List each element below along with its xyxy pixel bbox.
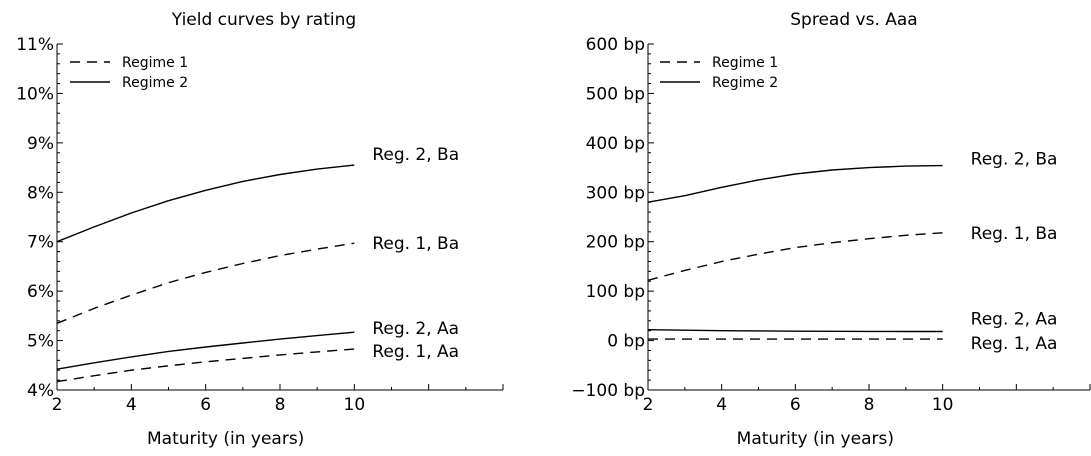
series-end-label: Reg. 1, Ba xyxy=(372,234,459,254)
x-tick-label: 10 xyxy=(932,395,954,415)
y-tick-label: 8% xyxy=(27,183,54,203)
x-axis-label: Maturity (in years) xyxy=(147,429,304,449)
y-tick-label: 11% xyxy=(16,35,54,55)
series-line-3 xyxy=(647,329,943,333)
x-tick-label: 10 xyxy=(344,395,366,415)
series-end-label: Reg. 1, Aa xyxy=(372,342,459,362)
legend-label: Regime 1 xyxy=(122,55,188,71)
y-tick-label: 6% xyxy=(27,282,54,302)
y-tick-label: 400 bp xyxy=(586,134,645,154)
x-tick-label: 8 xyxy=(864,395,875,415)
y-tick-label: 9% xyxy=(27,134,54,154)
y-tick-label: 5% xyxy=(27,332,54,352)
y-tick-label: 4% xyxy=(27,381,54,401)
series-end-label: Reg. 2, Aa xyxy=(372,319,459,339)
series-end-label: Reg. 1, Ba xyxy=(971,224,1058,244)
x-axis-label: Maturity (in years) xyxy=(737,429,894,449)
series-line-2 xyxy=(56,242,355,324)
legend-label: Regime 2 xyxy=(712,75,778,91)
x-tick-label: 6 xyxy=(200,395,211,415)
x-tick-label: 2 xyxy=(643,395,654,415)
x-tick-label: 4 xyxy=(716,395,727,415)
series-end-label: Reg. 1, Aa xyxy=(971,334,1058,354)
legend-label: Regime 1 xyxy=(712,55,778,71)
y-tick-label: 200 bp xyxy=(586,233,645,253)
y-tick-label: 7% xyxy=(27,233,54,253)
series-line-4 xyxy=(56,348,355,383)
chart-title: Yield curves by rating xyxy=(171,10,356,30)
x-tick-label: 6 xyxy=(790,395,801,415)
y-tick-label: 500 bp xyxy=(586,84,645,104)
chart-panel-2: Spread vs. Aaa −100 bp 0 bp 100 bp 200 bp 300… xyxy=(571,10,1091,449)
y-tick-label: 10% xyxy=(16,84,54,104)
y-tick-label: 0 bp xyxy=(607,332,645,352)
y-tick-label: 600 bp xyxy=(586,35,645,55)
series-end-label: Reg. 2, Aa xyxy=(971,310,1058,330)
x-tick-label: 8 xyxy=(275,395,286,415)
chart-title: Spread vs. Aaa xyxy=(790,10,917,30)
series-line-1 xyxy=(647,164,943,203)
series-end-label: Reg. 2, Ba xyxy=(372,145,459,165)
y-tick-label: 300 bp xyxy=(586,183,645,203)
y-tick-label: −100 bp xyxy=(571,381,645,401)
legend-label: Regime 2 xyxy=(122,75,188,91)
x-tick-label: 4 xyxy=(126,395,137,415)
series-line-2 xyxy=(647,232,943,281)
x-tick-label: 2 xyxy=(52,395,63,415)
series-end-label: Reg. 2, Ba xyxy=(971,150,1058,170)
y-tick-label: 100 bp xyxy=(586,282,645,302)
chart-panel-1: Yield curves by rating 4% 5% 6% 7% 8% 9% 10% 11%… xyxy=(16,10,504,449)
series-line-1 xyxy=(56,164,355,243)
series-line-3 xyxy=(56,331,355,370)
